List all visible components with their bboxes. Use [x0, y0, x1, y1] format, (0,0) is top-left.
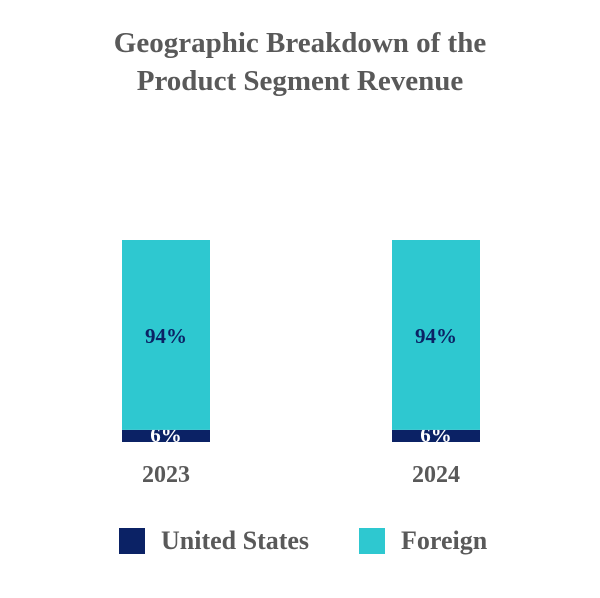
bar-united-states-2023: [122, 429, 210, 442]
chart-legend: United States Foreign: [0, 526, 600, 556]
legend-item-united-states: United States: [119, 526, 309, 556]
chart-title-line-1: Geographic Breakdown of the: [113, 27, 487, 59]
data-label-foreign-2023: 94%: [145, 324, 187, 348]
bar-foreign-2024: [392, 240, 480, 430]
x-tick-label-2024: 2024: [412, 462, 460, 488]
data-label-foreign-2024: 94%: [415, 324, 457, 348]
chart-title: Geographic Breakdown of the Product Segm…: [0, 24, 600, 100]
legend-swatch-united-states: [119, 528, 145, 554]
legend-swatch-foreign: [359, 528, 385, 554]
bar-foreign-2023: [122, 240, 210, 430]
legend-label-foreign: Foreign: [401, 526, 488, 555]
baseline-mask: [0, 442, 600, 456]
bar-united-states-2024: [392, 429, 480, 442]
chart-title-line-2: Product Segment Revenue: [136, 65, 464, 97]
legend-label-united-states: United States: [161, 526, 310, 555]
legend-item-foreign: Foreign: [359, 526, 487, 556]
x-tick-label-2023: 2023: [142, 462, 190, 488]
